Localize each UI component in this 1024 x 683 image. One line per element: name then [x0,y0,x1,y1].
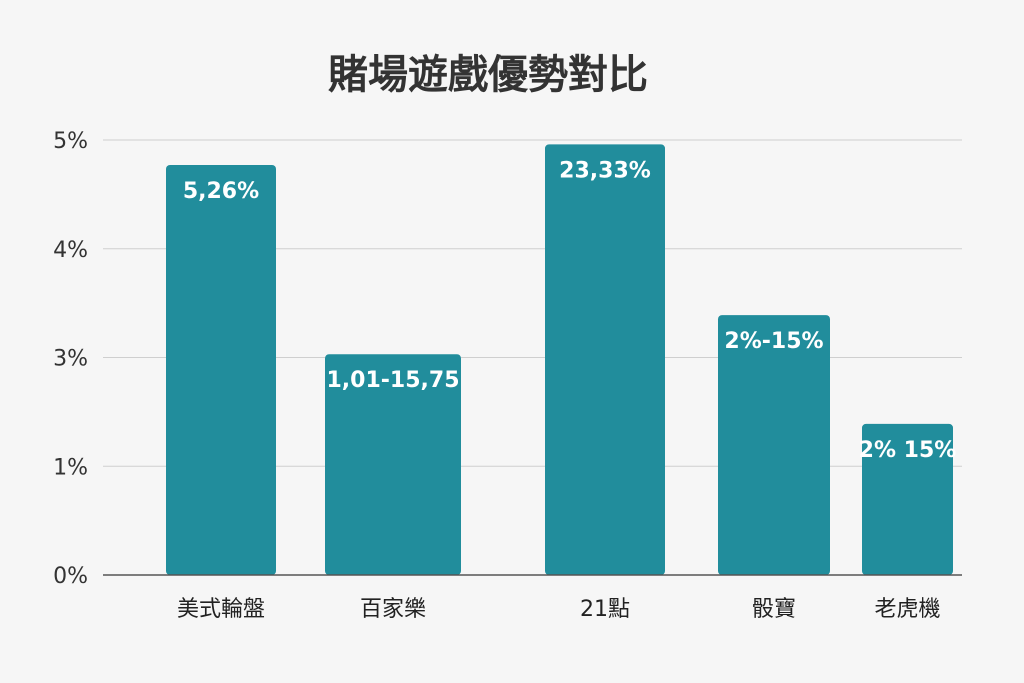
bar-data-label-4: 2% 15% [859,438,957,463]
category-label-1: 百家樂 [360,597,426,622]
bar-1 [325,354,461,575]
bar-4 [862,423,953,575]
y-tick-label-4: 5% [53,129,88,154]
bar-0 [166,165,276,575]
category-label-4: 老虎機 [874,597,940,622]
bar-2 [545,144,665,575]
bar-data-label-3: 2%-15% [724,329,823,354]
chart-title: 賭場遊戲優勢對比 [328,52,648,98]
bar-data-label-2: 23,33% [559,158,651,183]
bar-3 [718,315,830,575]
y-axis-ticks: 0% 1% 3% 4% 5% [53,129,88,589]
y-tick-label-2: 3% [53,347,88,372]
category-labels: 美式輪盤 百家樂 21點 骰寶 老虎機 [177,597,941,622]
category-label-2: 21點 [580,597,630,622]
y-tick-label-1: 1% [53,455,88,480]
bar-labels: 5,26% 1,01-15,75 23,33% 2%-15% 2% 15% [183,158,957,462]
bars [166,144,953,575]
y-tick-label-3: 4% [53,238,88,263]
category-label-0: 美式輪盤 [177,597,265,622]
category-label-3: 骰寶 [752,597,796,622]
bar-data-label-1: 1,01-15,75 [327,368,460,393]
bar-data-label-0: 5,26% [183,179,259,204]
y-tick-label-0: 0% [53,564,88,589]
